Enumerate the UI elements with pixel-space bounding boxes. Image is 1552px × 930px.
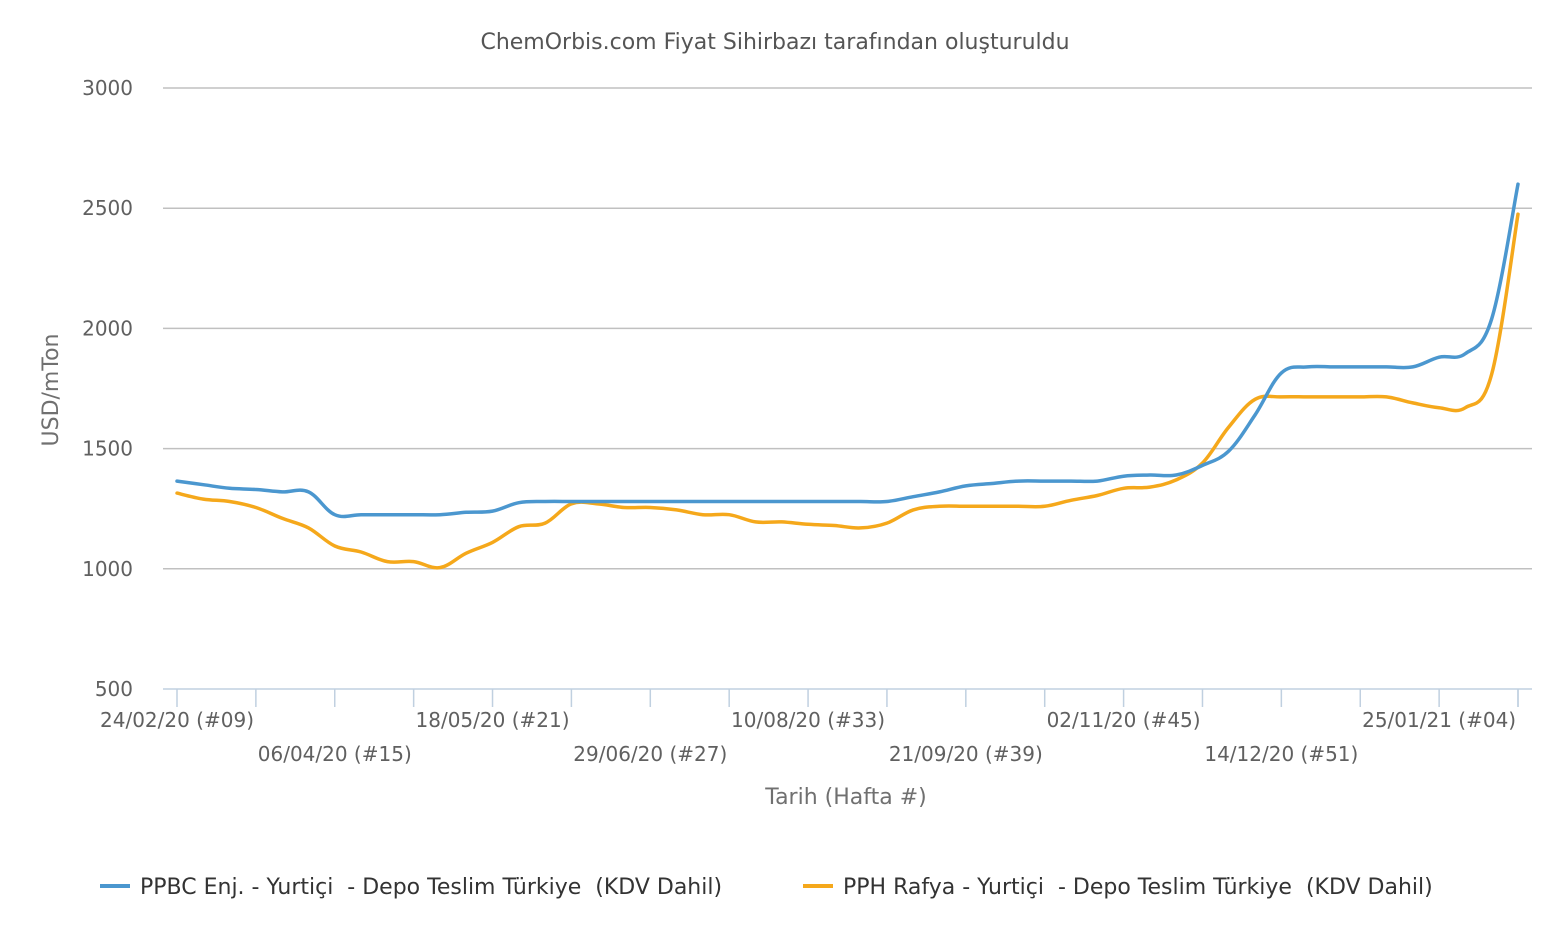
series-line-1 bbox=[175, 212, 1520, 570]
x-axis-label: Tarih (Hafta #) bbox=[764, 785, 926, 810]
legend-label: PPH Rafya - Yurtiçi - Depo Teslim Türkiy… bbox=[843, 875, 1433, 900]
legend-item-0[interactable]: PPBC Enj. - Yurtiçi - Depo Teslim Türkiy… bbox=[100, 875, 722, 900]
gridlines bbox=[163, 87, 1532, 570]
x-tick-label: 10/08/20 (#33) bbox=[731, 708, 885, 732]
y-tick-label: 2500 bbox=[82, 196, 133, 220]
y-tick-label: 1000 bbox=[82, 557, 133, 581]
legend-item-1[interactable]: PPH Rafya - Yurtiçi - Depo Teslim Türkiy… bbox=[803, 875, 1433, 900]
x-tick-label: 21/09/20 (#39) bbox=[889, 742, 1043, 766]
y-tick-label: 500 bbox=[95, 677, 133, 701]
x-tick-label: 29/06/20 (#27) bbox=[573, 742, 727, 766]
legend[interactable]: PPBC Enj. - Yurtiçi - Depo Teslim Türkiy… bbox=[100, 875, 1433, 900]
x-tick-label: 24/02/20 (#09) bbox=[100, 708, 254, 732]
x-tick-label: 06/04/20 (#15) bbox=[258, 742, 412, 766]
y-axis-label: USD/mTon bbox=[39, 334, 64, 447]
x-tick-label: 02/11/20 (#45) bbox=[1047, 708, 1201, 732]
series-line-0 bbox=[175, 182, 1520, 519]
y-tick-label: 2000 bbox=[82, 316, 133, 340]
y-tick-label: 3000 bbox=[82, 76, 133, 100]
y-tick-label: 1500 bbox=[82, 437, 133, 461]
x-tick-label: 25/01/21 (#04) bbox=[1362, 708, 1516, 732]
y-axis-ticks: 500 1000 1500 2000 2500 3000 bbox=[82, 76, 133, 701]
x-axis: 24/02/20 (#09)06/04/20 (#15)18/05/20 (#2… bbox=[100, 688, 1532, 766]
legend-label: PPBC Enj. - Yurtiçi - Depo Teslim Türkiy… bbox=[140, 875, 722, 900]
x-tick-label: 14/12/20 (#51) bbox=[1204, 742, 1358, 766]
x-tick-label: 18/05/20 (#21) bbox=[416, 708, 570, 732]
chart-title: ChemOrbis.com Fiyat Sihirbazı tarafından… bbox=[480, 30, 1069, 55]
series-lines bbox=[175, 182, 1520, 570]
